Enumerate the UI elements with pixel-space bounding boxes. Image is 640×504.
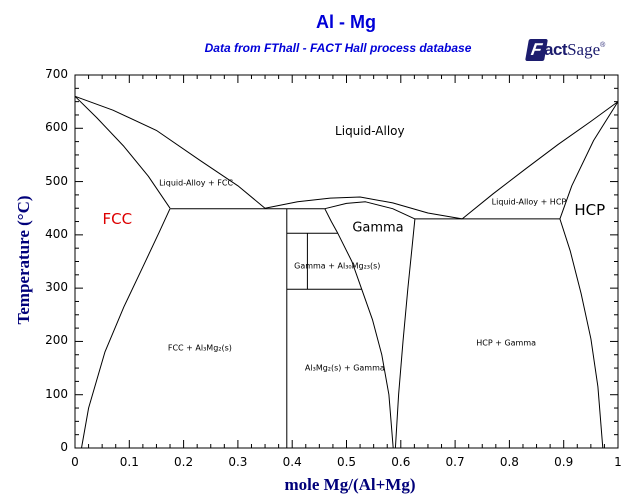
x-tick-label: 0.7 <box>445 455 465 469</box>
boundary-gamma-left <box>324 208 394 449</box>
boundary-left-liquidus <box>74 95 266 209</box>
boundary-gamma-solidus-dome <box>324 201 416 220</box>
factsage-trademark: ® <box>600 41 606 49</box>
x-tick-label: 0.8 <box>499 455 519 469</box>
page-subtitle: Data from FThall - FACT Hall process dat… <box>204 41 472 55</box>
boundary-hcp-solvus <box>559 218 604 449</box>
region-label-liquid-alloy: Liquid-Alloy <box>335 123 405 138</box>
y-axis-title: Temperature (°C) <box>14 195 33 325</box>
factsage-logo-act: act <box>544 40 568 59</box>
page-title: Al - Mg <box>316 12 376 32</box>
region-label-hcp: HCP <box>574 200 606 219</box>
x-tick-label: 0.9 <box>554 455 574 469</box>
x-tick-label: 0.6 <box>391 455 411 469</box>
region-label-fcc-al3mg2: FCC + Al₃Mg₂(s) <box>167 343 232 353</box>
region-label-al3mg2-gamma: Al₃Mg₂(s) + Gamma <box>304 363 385 373</box>
y-tick-label: 100 <box>45 386 68 401</box>
x-axis-title: mole Mg/(Al+Mg) <box>284 475 416 494</box>
boundary-liquidus-dome <box>264 196 463 220</box>
y-tick-label: 400 <box>45 226 68 241</box>
y-tick-label: 0 <box>60 440 68 454</box>
y-tick-label: 300 <box>45 280 68 295</box>
x-tick-label: 0.1 <box>119 455 139 469</box>
x-tick-label: 0 <box>71 455 79 469</box>
region-label-gamma-al30mg23: Gamma + Al₃₀Mg₂₃(s) <box>294 261 381 271</box>
x-tick-label: 0.2 <box>174 455 194 469</box>
y-tick-label: 500 <box>45 173 68 188</box>
boundary-fcc-solvus <box>81 208 171 449</box>
region-label-liquid-alloy-hcp: Liquid-Alloy + HCP <box>491 197 567 207</box>
boundary-gamma-right <box>394 218 416 449</box>
region-label-fcc: FCC <box>102 209 133 228</box>
boundary-right-liquidus <box>461 101 619 220</box>
x-tick-label: 0.4 <box>282 455 302 469</box>
x-tick-label: 0.5 <box>336 455 357 469</box>
factsage-logo-sage: Sage <box>567 40 601 59</box>
x-tick-label: 0.3 <box>228 455 248 469</box>
y-tick-label: 600 <box>45 120 68 135</box>
region-label-hcp-gamma: HCP + Gamma <box>476 338 537 348</box>
y-tick-label: 200 <box>45 333 68 348</box>
region-label-liquid-alloy-fcc: Liquid-Alloy + FCC <box>159 178 234 188</box>
y-tick-label: 700 <box>45 67 68 81</box>
boundary-left-solidus <box>74 95 171 209</box>
x-tick-label: 1 <box>614 455 622 469</box>
region-label-gamma: Gamma <box>352 220 404 236</box>
boundary-right-solidus <box>559 101 619 220</box>
